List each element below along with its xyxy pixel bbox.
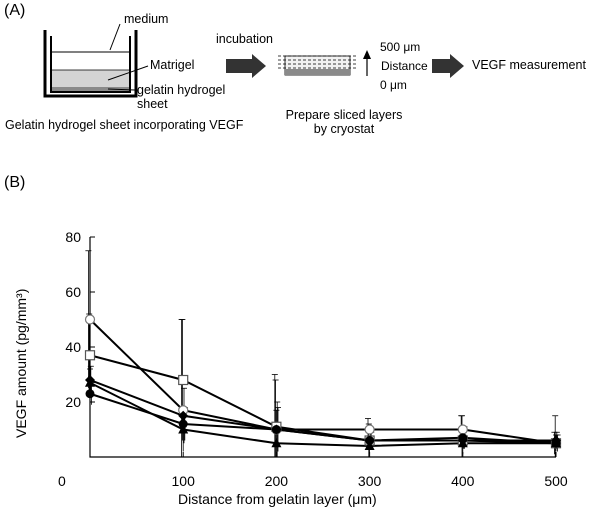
x-tick-label: 400 bbox=[451, 473, 475, 489]
x-tick-label: 100 bbox=[172, 473, 196, 489]
data-point-filled-diamond bbox=[178, 410, 189, 421]
data-point-filled-circle bbox=[178, 419, 188, 429]
data-point-open-circle bbox=[84, 314, 96, 325]
distance-arrow-head bbox=[363, 50, 371, 59]
y-axis-title: VEGF amount (pg/mm³) bbox=[13, 288, 29, 438]
bottom-distance-label: 0 μm bbox=[380, 78, 407, 92]
incubation-label: incubation bbox=[216, 32, 273, 46]
matrigel-label: Matrigel bbox=[150, 58, 195, 72]
data-point-open-square bbox=[178, 374, 189, 386]
series-line-3 bbox=[89, 381, 556, 448]
panel-a-label: (A) bbox=[4, 2, 26, 19]
plot-frame bbox=[89, 237, 556, 458]
gelatin-label-1: gelatin hydrogel bbox=[137, 83, 226, 97]
matrigel-leader bbox=[107, 65, 149, 81]
y-tick-label: 80 bbox=[65, 229, 81, 245]
medium-leader bbox=[109, 23, 121, 51]
data-point-filled-circle bbox=[551, 438, 561, 448]
data-point-filled-circle bbox=[85, 389, 95, 399]
top-distance-label: 500 μm bbox=[380, 40, 421, 54]
y-tick-label: 60 bbox=[65, 284, 81, 300]
data-point-filled-circle bbox=[365, 436, 375, 445]
x-tick-label: 200 bbox=[265, 473, 289, 489]
data-point-open-circle bbox=[364, 424, 375, 435]
data-point-open-square bbox=[84, 350, 96, 361]
incubation-arrow bbox=[226, 54, 266, 78]
x-origin-label: 0 bbox=[58, 473, 66, 489]
data-point-open-circle bbox=[457, 424, 468, 435]
prepare-label-1: Prepare sliced layers bbox=[285, 108, 403, 122]
series-line-5 bbox=[89, 392, 557, 445]
inner-well bbox=[50, 36, 131, 93]
matrigel-layer bbox=[51, 70, 130, 87]
x-tick-label: 500 bbox=[544, 473, 568, 489]
data-point-filled-triangle bbox=[178, 424, 189, 434]
outer-well bbox=[43, 30, 138, 98]
data-point-filled-triangle bbox=[271, 437, 282, 448]
data-point-filled-circle bbox=[271, 425, 281, 434]
series-line-4 bbox=[89, 379, 556, 442]
gelatin-sheet-caption: Gelatin hydrogel sheet incorporating VEG… bbox=[5, 118, 244, 132]
y-tick-label: 20 bbox=[65, 394, 81, 410]
x-axis-title: Distance from gelatin layer (μm) bbox=[178, 491, 377, 507]
sliced-gelatin-layer bbox=[285, 69, 350, 75]
gelatin-sheet-layer bbox=[51, 87, 130, 91]
measurement-arrow bbox=[432, 54, 464, 78]
y-tick-label: 40 bbox=[65, 339, 81, 355]
panel-a-diagram bbox=[43, 23, 464, 98]
data-point-filled-circle bbox=[458, 433, 468, 443]
vegf-measurement-label: VEGF measurement bbox=[472, 58, 586, 72]
gelatin-leader bbox=[107, 88, 136, 91]
data-point-filled-diamond bbox=[85, 375, 95, 385]
distance-label: Distance bbox=[381, 59, 428, 73]
x-tick-label: 300 bbox=[358, 473, 382, 489]
gelatin-label-2: sheet bbox=[137, 97, 168, 111]
medium-label: medium bbox=[124, 12, 169, 26]
series-line-1 bbox=[89, 318, 557, 445]
prepare-label-2: by cryostat bbox=[313, 122, 375, 136]
panel-b-label: (B) bbox=[4, 174, 26, 191]
